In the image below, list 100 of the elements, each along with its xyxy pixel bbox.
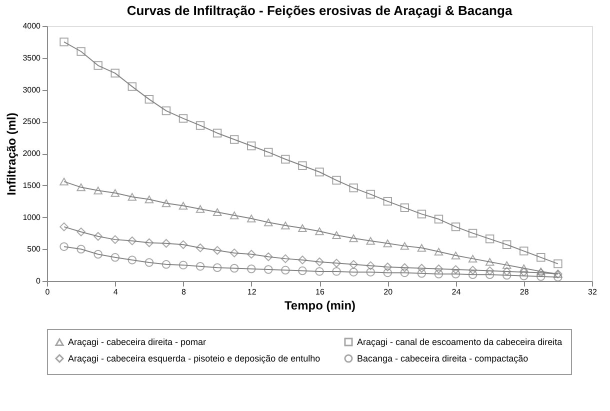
point bbox=[366, 268, 375, 276]
point bbox=[144, 238, 154, 248]
point bbox=[162, 199, 171, 208]
point bbox=[178, 202, 188, 210]
x-tick-label: 0 bbox=[45, 288, 50, 296]
point bbox=[349, 268, 358, 276]
point bbox=[332, 231, 341, 239]
point bbox=[554, 259, 562, 268]
y-tick-label: 4000 bbox=[22, 22, 42, 30]
point bbox=[536, 268, 546, 276]
point bbox=[468, 254, 478, 263]
point bbox=[178, 260, 188, 270]
point bbox=[332, 258, 341, 268]
y-tick-label: 2000 bbox=[22, 149, 42, 158]
point bbox=[162, 106, 171, 116]
point bbox=[144, 196, 154, 204]
point bbox=[502, 240, 512, 250]
point bbox=[128, 192, 137, 201]
point bbox=[247, 141, 256, 150]
point bbox=[60, 242, 68, 251]
point bbox=[400, 268, 410, 278]
point bbox=[349, 260, 358, 269]
point bbox=[417, 210, 426, 218]
y-tick-label: 1000 bbox=[22, 212, 42, 222]
point bbox=[110, 68, 120, 78]
point bbox=[247, 264, 256, 274]
y-tick-label: 1500 bbox=[22, 180, 42, 190]
point bbox=[417, 244, 426, 252]
x-tick-label: 4 bbox=[113, 288, 118, 296]
point bbox=[110, 253, 120, 262]
x-tick-label: 24 bbox=[452, 288, 462, 296]
y-tick-label: 3000 bbox=[22, 85, 42, 94]
point bbox=[76, 183, 86, 192]
point bbox=[230, 264, 239, 273]
point bbox=[315, 258, 324, 266]
point bbox=[281, 266, 290, 275]
point bbox=[230, 135, 239, 144]
point bbox=[162, 239, 171, 248]
point bbox=[162, 260, 171, 269]
point bbox=[264, 148, 273, 157]
point bbox=[128, 82, 137, 91]
point bbox=[60, 178, 68, 186]
point bbox=[264, 265, 273, 274]
legend-label: Araçagi - canal de escoamento da cabeceira direita bbox=[357, 336, 562, 347]
point bbox=[298, 266, 307, 276]
point bbox=[520, 272, 528, 280]
point bbox=[366, 236, 375, 245]
point bbox=[434, 264, 444, 274]
point bbox=[349, 234, 358, 242]
point bbox=[400, 263, 410, 272]
point bbox=[281, 254, 290, 264]
point bbox=[212, 263, 222, 272]
point bbox=[281, 222, 290, 230]
y-tick-label: 500 bbox=[27, 244, 42, 254]
point bbox=[128, 236, 137, 246]
point bbox=[502, 261, 512, 269]
point bbox=[451, 222, 460, 232]
point bbox=[94, 61, 102, 70]
point bbox=[110, 189, 120, 197]
point bbox=[298, 161, 307, 170]
point bbox=[434, 270, 444, 278]
x-tick-label: 8 bbox=[182, 288, 187, 296]
point bbox=[212, 208, 222, 216]
point bbox=[212, 128, 222, 138]
legend-label: Bacanga - cabeceira direita - compactação bbox=[357, 354, 528, 364]
point bbox=[247, 250, 256, 259]
point bbox=[128, 256, 137, 264]
point bbox=[298, 224, 307, 232]
point bbox=[485, 270, 494, 279]
point bbox=[76, 244, 86, 254]
point bbox=[298, 256, 307, 264]
point bbox=[196, 205, 205, 213]
point bbox=[451, 270, 460, 278]
point bbox=[366, 261, 375, 270]
point bbox=[383, 262, 392, 272]
x-tick-label: 12 bbox=[247, 288, 257, 296]
point bbox=[383, 196, 392, 206]
y-tick-label: 3500 bbox=[22, 53, 42, 62]
point bbox=[196, 121, 205, 130]
point bbox=[281, 154, 290, 164]
point bbox=[520, 264, 528, 272]
point bbox=[485, 234, 494, 244]
point bbox=[468, 228, 478, 238]
point bbox=[60, 38, 68, 46]
point bbox=[332, 267, 341, 276]
point bbox=[349, 184, 358, 192]
x-axis-title: Tempo (min) bbox=[284, 298, 356, 312]
point bbox=[315, 227, 324, 236]
point bbox=[451, 252, 460, 260]
point bbox=[383, 240, 392, 248]
point bbox=[502, 267, 512, 276]
point bbox=[110, 235, 120, 244]
y-tick-label: 2500 bbox=[22, 117, 42, 126]
point bbox=[60, 222, 68, 232]
y-tick-label: 0 bbox=[36, 276, 42, 286]
point bbox=[417, 268, 426, 278]
point bbox=[468, 266, 478, 275]
point bbox=[366, 190, 375, 199]
chart-title: Curvas de Infiltração - Feições erosivas de Araçagi & Bacanga bbox=[126, 3, 513, 18]
point bbox=[434, 248, 444, 256]
